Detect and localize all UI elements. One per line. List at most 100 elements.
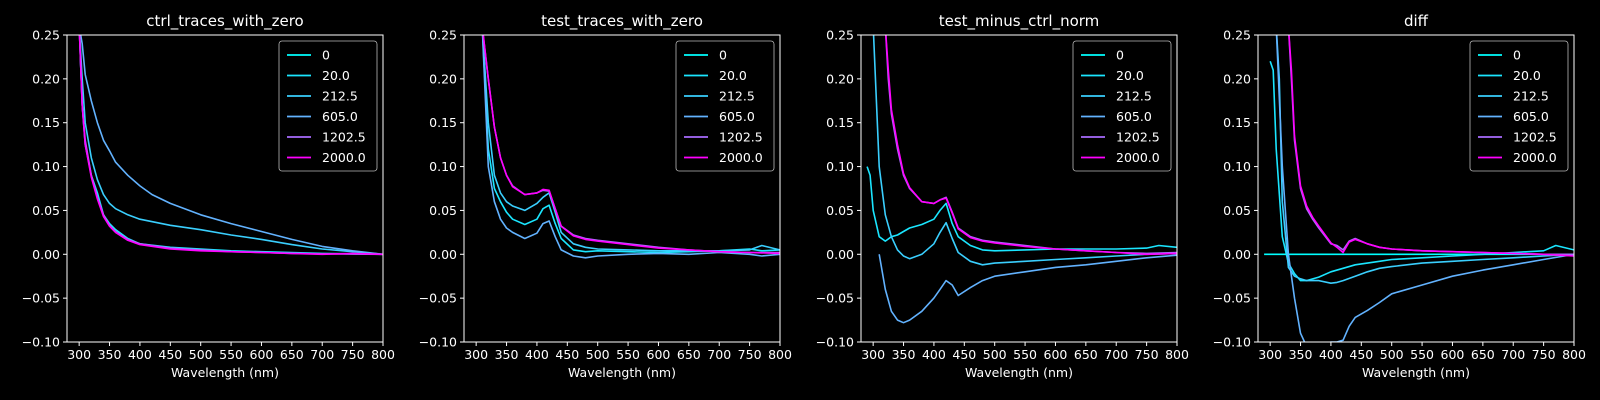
legend-entry: 605.0 <box>1513 109 1549 124</box>
chart-panel-2: 300 350 400 450 500 550 600 650 700 750 800 −0.10 −0… <box>419 12 792 380</box>
x-tick-label: 450 <box>1349 347 1373 362</box>
y-tick-label: −0.05 <box>419 291 457 306</box>
legend-entry: 1202.5 <box>1513 130 1557 145</box>
series-line-2000-0 <box>78 35 383 256</box>
x-tick-label: 800 <box>1165 347 1189 362</box>
x-tick-label: 400 <box>1319 347 1343 362</box>
y-tick-label: 0.20 <box>429 71 457 86</box>
legend-entry: 0 <box>719 48 727 63</box>
x-tick-label: 400 <box>525 347 549 362</box>
x-tick-label: 400 <box>922 347 946 362</box>
x-tick-label: 300 <box>67 347 91 362</box>
chart-panel-4: 300 350 400 450 500 550 600 650 700 750 800 −0.10 −0… <box>1213 12 1586 380</box>
x-tick-label: 550 <box>1410 347 1434 362</box>
x-tick-label: 500 <box>983 347 1007 362</box>
plot-frame <box>1257 34 1575 343</box>
legend-entry: 20.0 <box>1513 68 1541 83</box>
series-line-605-0 <box>79 35 383 256</box>
x-tick-label: 650 <box>1471 347 1495 362</box>
legend-entry: 0 <box>322 48 330 63</box>
x-tick-label: 650 <box>677 347 701 362</box>
y-tick-label: −0.10 <box>1213 335 1251 350</box>
plot-frame <box>66 34 384 343</box>
y-tick-label: 0.25 <box>32 28 60 43</box>
series-line-212-5 <box>872 35 1177 266</box>
legend-entry: 1202.5 <box>322 130 366 145</box>
legend-entry: 212.5 <box>719 89 755 104</box>
x-tick-label: 500 <box>586 347 610 362</box>
y-tick-label: 0.05 <box>32 203 60 218</box>
x-tick-label: 600 <box>647 347 671 362</box>
chart-panel-1: 300 350 400 450 500 550 600 650 700 750 800 −0.10 −0… <box>22 12 395 380</box>
series-line-605-0 <box>481 35 780 259</box>
x-tick-label: 400 <box>128 347 152 362</box>
y-tick-label: −0.05 <box>816 291 854 306</box>
x-tick-label: 300 <box>1258 347 1282 362</box>
legend-box <box>1469 40 1569 172</box>
y-tick-label: 0.10 <box>826 159 854 174</box>
chart-title: test_traces_with_zero <box>541 12 703 31</box>
x-tick-label: 750 <box>738 347 762 362</box>
legend: 0 20.0 212.5 605.0 1202.5 2000.0 <box>1072 40 1172 172</box>
legend-entry: 212.5 <box>1116 89 1152 104</box>
legend: 0 20.0 212.5 605.0 1202.5 2000.0 <box>278 40 378 172</box>
x-tick-label: 700 <box>1104 347 1128 362</box>
legend-entry: 605.0 <box>719 109 755 124</box>
y-tick-label: 0.20 <box>32 71 60 86</box>
legend-box <box>278 40 378 172</box>
y-tick-label: 0.05 <box>826 203 854 218</box>
x-tick-label: 700 <box>310 347 334 362</box>
legend-entry: 212.5 <box>322 89 358 104</box>
y-tick-label: −0.10 <box>816 335 854 350</box>
x-axis-label: Wavelength (nm) <box>965 365 1073 380</box>
x-tick-label: 550 <box>219 347 243 362</box>
x-axis-label: Wavelength (nm) <box>568 365 676 380</box>
legend-entry: 20.0 <box>322 68 350 83</box>
legend-box <box>675 40 775 172</box>
legend-entry: 605.0 <box>322 109 358 124</box>
y-tick-label: 0.20 <box>1223 71 1251 86</box>
x-tick-label: 300 <box>464 347 488 362</box>
y-tick-label: −0.05 <box>1213 291 1251 306</box>
x-tick-label: 350 <box>892 347 916 362</box>
x-tick-label: 450 <box>555 347 579 362</box>
legend-entry: 605.0 <box>1116 109 1152 124</box>
x-tick-label: 750 <box>341 347 365 362</box>
legend-entry: 2000.0 <box>719 150 763 165</box>
x-tick-label: 600 <box>1441 347 1465 362</box>
series-line-605-0 <box>1275 35 1574 342</box>
legend-entry: 1202.5 <box>719 130 763 145</box>
y-tick-label: 0.25 <box>429 28 457 43</box>
y-tick-label: 0.15 <box>429 115 457 130</box>
y-tick-label: 0.25 <box>1223 28 1251 43</box>
x-tick-label: 750 <box>1532 347 1556 362</box>
x-tick-label: 700 <box>1501 347 1525 362</box>
series-line-2000-0 <box>482 35 780 255</box>
x-tick-label: 500 <box>1380 347 1404 362</box>
x-tick-label: 650 <box>1074 347 1098 362</box>
series-line-20-0 <box>866 166 1177 252</box>
x-tick-label: 650 <box>280 347 304 362</box>
x-tick-label: 600 <box>1044 347 1068 362</box>
y-tick-label: 0.00 <box>429 247 457 262</box>
x-tick-label: 550 <box>1013 347 1037 362</box>
legend-entry: 0 <box>1513 48 1521 63</box>
x-tick-label: 450 <box>158 347 182 362</box>
x-tick-label: 700 <box>707 347 731 362</box>
y-tick-label: 0.00 <box>1223 247 1251 262</box>
chart-panel-3: 300 350 400 450 500 550 600 650 700 750 800 −0.10 −0… <box>816 12 1189 380</box>
y-tick-label: 0.25 <box>826 28 854 43</box>
legend-entry: 20.0 <box>1116 68 1144 83</box>
series-line-2000-0 <box>1288 35 1574 257</box>
y-tick-label: 0.10 <box>32 159 60 174</box>
x-axis-label: Wavelength (nm) <box>171 365 279 380</box>
series-line-212-5 <box>78 35 383 256</box>
y-tick-label: −0.05 <box>22 291 60 306</box>
y-tick-label: 0.15 <box>32 115 60 130</box>
plot-frame <box>463 34 781 343</box>
series-group <box>78 35 383 256</box>
x-tick-label: 550 <box>616 347 640 362</box>
series-line-2000-0 <box>885 35 1177 256</box>
legend-entry: 20.0 <box>719 68 747 83</box>
